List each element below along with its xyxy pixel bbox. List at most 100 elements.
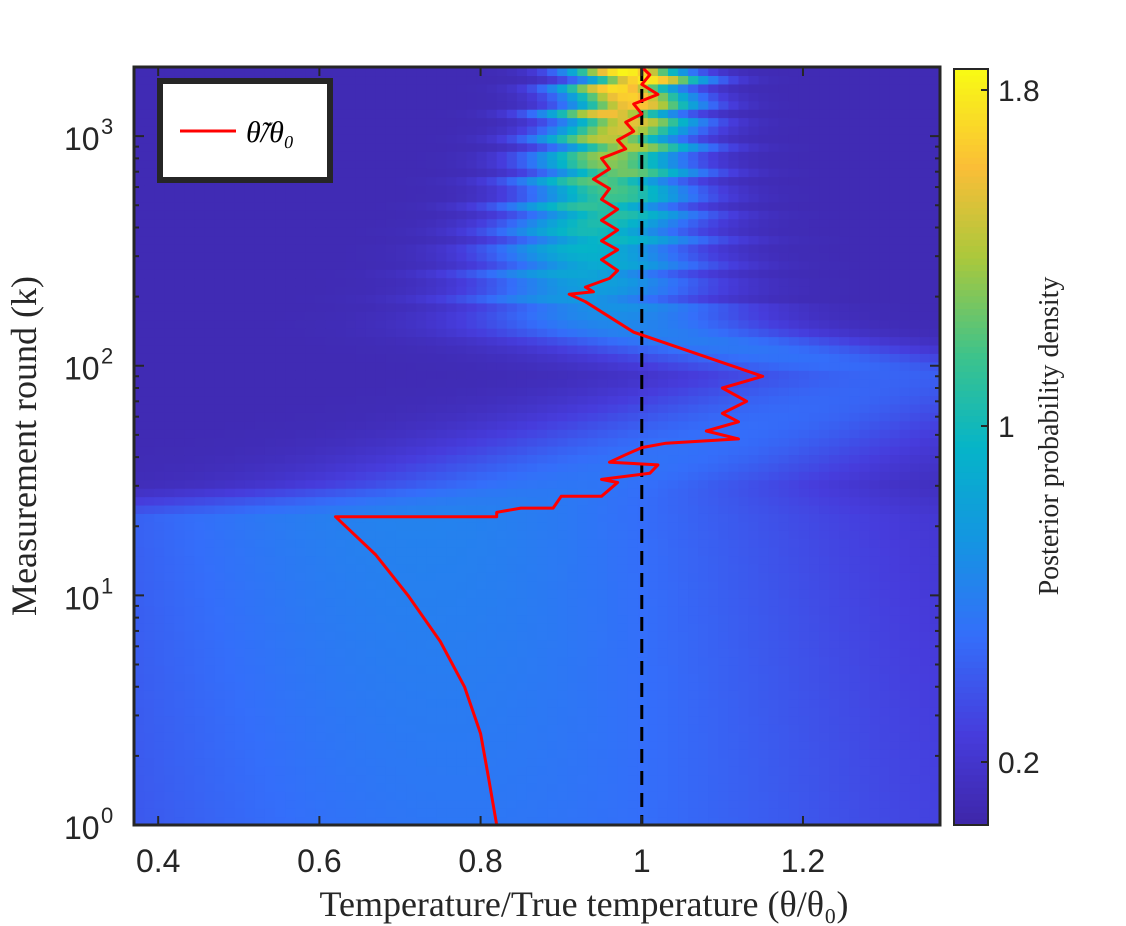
heatmap-cell [758, 479, 770, 489]
heatmap-cell [315, 656, 327, 666]
heatmap-cell [385, 319, 397, 329]
heatmap-cell [698, 791, 709, 801]
heatmap-cell [829, 555, 840, 565]
heatmap-cell [738, 723, 750, 733]
heatmap-cell [819, 580, 830, 590]
heatmap-cell [375, 403, 387, 413]
heatmap-cell [567, 504, 578, 514]
heatmap-cell [849, 446, 860, 456]
heatmap-cell [254, 715, 266, 725]
heatmap-cell [506, 791, 518, 801]
heatmap-cell [395, 361, 407, 371]
heatmap-cell [325, 740, 337, 750]
heatmap-cell [295, 479, 306, 489]
heatmap-cell [607, 370, 619, 380]
heatmap-cell [406, 766, 417, 776]
heatmap-cell [577, 462, 588, 472]
heatmap-cell [859, 723, 871, 733]
heatmap-cell [466, 496, 478, 506]
heatmap-cell [285, 370, 296, 380]
heatmap-cell [516, 774, 528, 784]
heatmap-cell [678, 328, 689, 338]
heatmap-cell [385, 664, 397, 674]
heatmap-cell [667, 715, 679, 725]
heatmap-cell [597, 370, 609, 380]
heatmap-cell [144, 715, 155, 725]
heatmap-cell [234, 328, 246, 338]
heatmap-cell [919, 471, 931, 481]
heatmap-cell [436, 521, 447, 531]
heatmap-cell [305, 622, 316, 632]
heatmap-cell [718, 504, 730, 514]
heatmap-cell [446, 648, 457, 658]
heatmap-cell [899, 597, 911, 607]
heatmap-cell [567, 631, 578, 641]
heatmap-cell [829, 572, 840, 582]
heatmap-cell [738, 370, 750, 380]
heatmap-cell [869, 479, 881, 489]
heatmap-cell [859, 774, 871, 784]
heatmap-cell [234, 749, 246, 759]
heatmap-cell [839, 648, 850, 658]
heatmap-cell [718, 648, 730, 658]
heatmap-cell [174, 403, 185, 413]
heatmap-cell [627, 597, 639, 607]
heatmap-cell [798, 757, 810, 767]
heatmap-cell [617, 597, 629, 607]
heatmap-cell [285, 336, 296, 346]
heatmap-cell [194, 681, 206, 691]
heatmap-cell [778, 319, 790, 329]
heatmap-cell [154, 395, 165, 405]
heatmap-cell [587, 580, 599, 590]
heatmap-cell [345, 302, 357, 312]
heatmap-cell [899, 757, 911, 767]
heatmap-cell [295, 471, 306, 481]
heatmap-cell [899, 344, 911, 354]
heatmap-cell [486, 538, 498, 548]
heatmap-cell [254, 521, 266, 531]
heatmap-cell [254, 816, 266, 825]
heatmap-cell [899, 378, 911, 388]
heatmap-cell [426, 816, 437, 825]
heatmap-cell [748, 513, 760, 523]
heatmap-cell [285, 774, 296, 784]
heatmap-cell [516, 387, 528, 397]
heatmap-cell [899, 530, 911, 540]
heatmap-cell [627, 311, 639, 321]
heatmap-cell [728, 328, 740, 338]
heatmap-cell [627, 715, 639, 725]
heatmap-cell [224, 816, 236, 825]
heatmap-cell [385, 723, 397, 733]
heatmap-cell [758, 639, 770, 649]
heatmap-cell [597, 648, 609, 658]
heatmap-cell [406, 454, 417, 464]
heatmap-cell [426, 698, 437, 708]
heatmap-cell [395, 639, 407, 649]
heatmap-cell [446, 698, 457, 708]
heatmap-cell [335, 606, 347, 616]
heatmap-cell [516, 513, 528, 523]
heatmap-cell [768, 446, 780, 456]
heatmap-cell [768, 580, 780, 590]
heatmap-cell [254, 378, 266, 388]
heatmap-cell [738, 429, 750, 439]
heatmap-cell [859, 328, 871, 338]
heatmap-cell [285, 462, 296, 472]
heatmap-cell [264, 403, 276, 413]
heatmap-cell [839, 454, 850, 464]
heatmap-cell [667, 614, 679, 624]
heatmap-cell [788, 530, 800, 540]
heatmap-cell [496, 530, 508, 540]
heatmap-cell [345, 580, 357, 590]
heatmap-cell [416, 336, 427, 346]
heatmap-cell [798, 791, 810, 801]
heatmap-cell [526, 530, 538, 540]
heatmap-cell [285, 344, 296, 354]
heatmap-cell [506, 395, 518, 405]
heatmap-cell [174, 555, 185, 565]
heatmap-cell [144, 294, 155, 304]
heatmap-cell [214, 530, 226, 540]
heatmap-cell [788, 462, 800, 472]
heatmap-cell [909, 740, 921, 750]
heatmap-cell [516, 488, 528, 498]
